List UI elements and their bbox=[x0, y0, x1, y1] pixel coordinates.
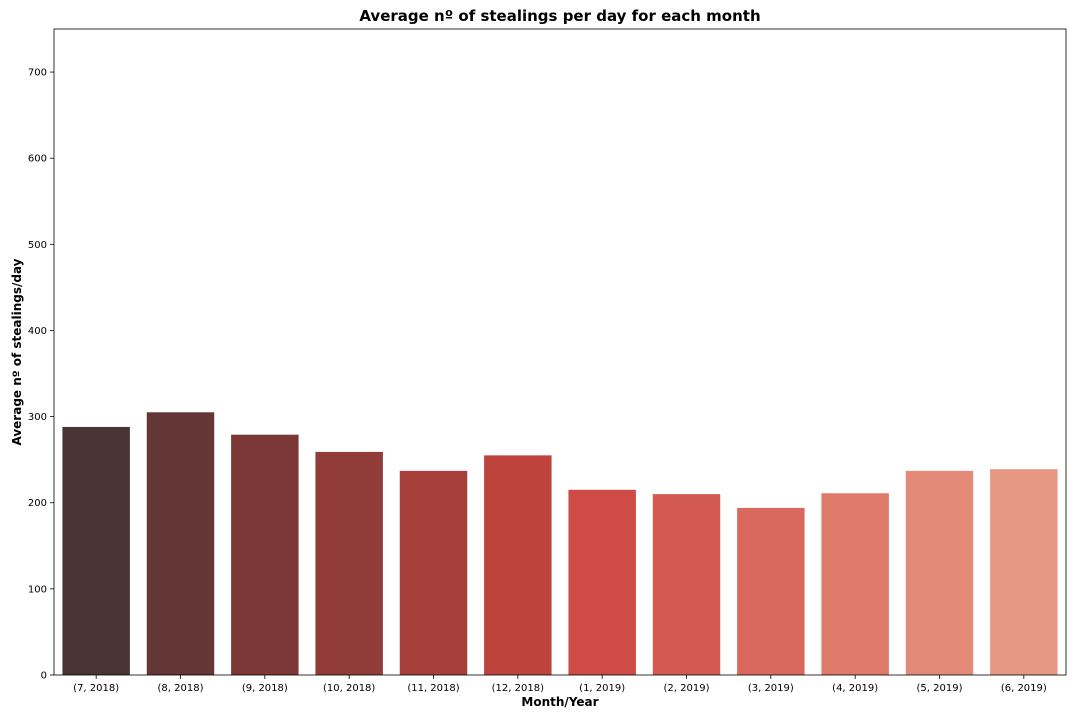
y-tick-label: 300 bbox=[28, 412, 47, 423]
x-tick-label: (1, 2019) bbox=[579, 683, 625, 694]
bar bbox=[146, 412, 215, 675]
x-tick-label: (6, 2019) bbox=[1001, 683, 1047, 694]
x-tick-label: (2, 2019) bbox=[664, 683, 710, 694]
y-tick-label: 700 bbox=[28, 68, 47, 79]
y-tick-label: 200 bbox=[28, 498, 47, 509]
x-tick-label: (11, 2018) bbox=[407, 683, 459, 694]
bar bbox=[62, 426, 130, 675]
x-tick-label: (5, 2019) bbox=[917, 683, 963, 694]
bar bbox=[399, 470, 468, 675]
y-tick-label: 100 bbox=[28, 584, 47, 595]
plot-frame bbox=[53, 28, 1067, 676]
x-tick-label: (12, 2018) bbox=[492, 683, 544, 694]
chart-title: Average nº of stealings per day for each… bbox=[359, 7, 761, 25]
bar bbox=[484, 455, 552, 675]
bar bbox=[652, 494, 721, 675]
x-tick-label: (7, 2018) bbox=[73, 683, 119, 694]
bar bbox=[990, 469, 1058, 675]
x-tick-label: (9, 2018) bbox=[242, 683, 288, 694]
bar bbox=[905, 470, 974, 675]
x-tick-label: (8, 2018) bbox=[158, 683, 204, 694]
y-tick-label: 500 bbox=[28, 240, 47, 251]
bar bbox=[315, 451, 383, 675]
bar bbox=[231, 434, 299, 675]
y-tick-label: 0 bbox=[41, 671, 47, 682]
x-tick-label: (10, 2018) bbox=[323, 683, 375, 694]
x-tick-label: (3, 2019) bbox=[748, 683, 794, 694]
bar bbox=[737, 507, 805, 675]
x-axis-label: Month/Year bbox=[521, 695, 599, 709]
y-tick-label: 600 bbox=[28, 154, 47, 165]
y-tick-label: 400 bbox=[28, 326, 47, 337]
x-tick-label: (4, 2019) bbox=[832, 683, 878, 694]
bar bbox=[568, 489, 636, 675]
bar bbox=[821, 493, 889, 675]
